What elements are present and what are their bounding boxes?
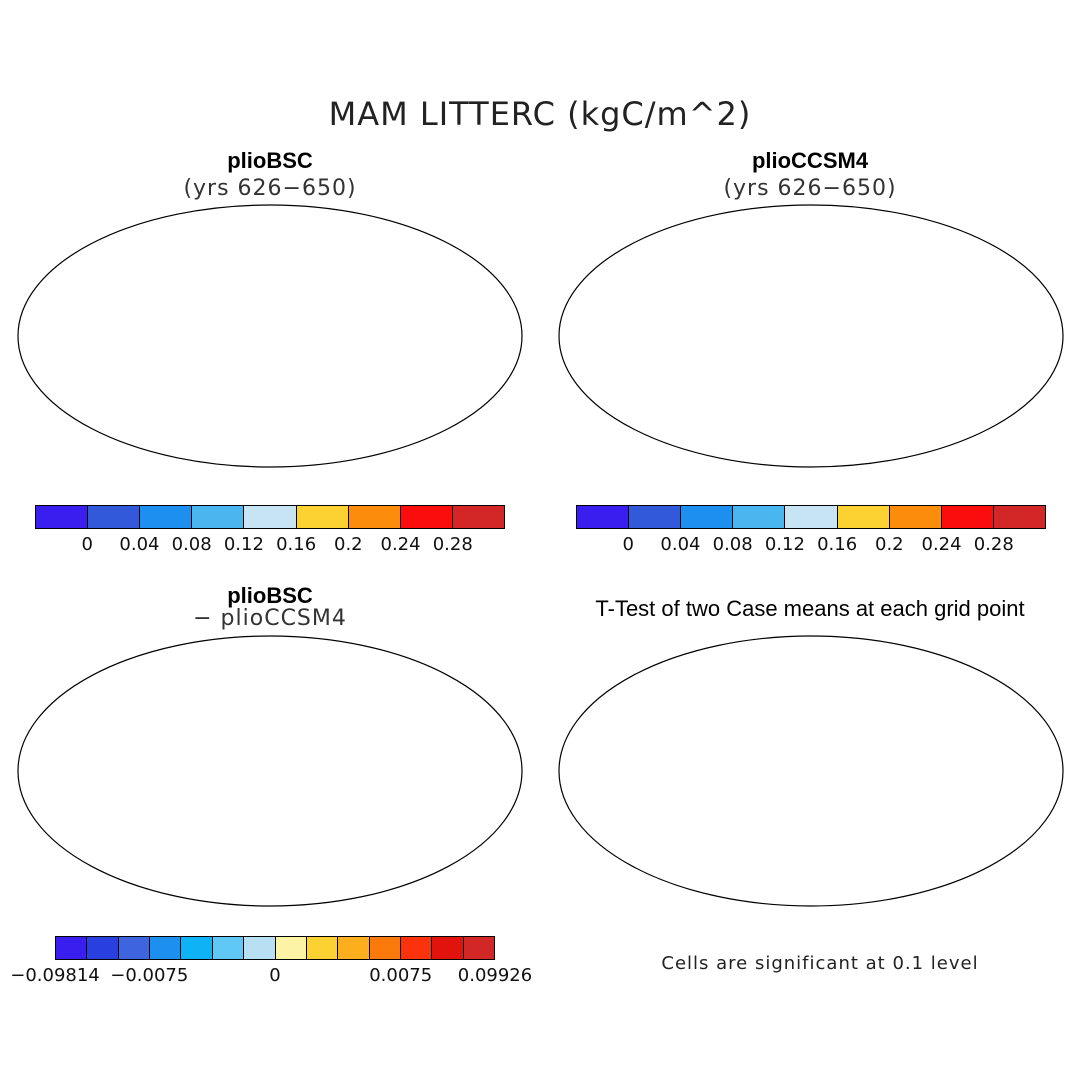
colorbar-diff-ticks: −0.09814 −0.0075 0 0.0075 0.09926	[10, 965, 532, 987]
significance-note: Cells are significant at 0.1 level	[661, 953, 979, 974]
panel-tl-title: plioBSC	[227, 148, 313, 173]
colorbar-swatch	[275, 937, 307, 959]
colorbar-swatch	[681, 506, 734, 528]
colorbar-swatch	[837, 506, 890, 528]
colorbar-swatch	[889, 506, 942, 528]
panel-tr-subtitle: (yrs 626−650)	[723, 176, 897, 201]
colorbar-tick-label: 0.09926	[457, 965, 533, 986]
colorbar-swatch	[140, 506, 193, 528]
colorbar-tick-label: 0.04	[660, 534, 701, 555]
colorbar-swatch	[181, 937, 213, 959]
colorbar-tick-label: 0.12	[223, 534, 264, 555]
figure-title: MAM LITTERC (kgC/m^2)	[328, 95, 752, 133]
colorbar-swatch	[244, 937, 276, 959]
colorbar-tick-label: 0.16	[276, 534, 317, 555]
colorbar-swatch	[296, 506, 349, 528]
colorbar-swatch	[36, 506, 89, 528]
colorbar-tick-label: 0.08	[171, 534, 212, 555]
colorbar-tick-label: 0.28	[432, 534, 473, 555]
colorbar-tick-label: 0.2	[875, 534, 904, 555]
colorbar-tr	[576, 505, 1046, 529]
colorbar-swatch	[369, 937, 401, 959]
colorbar-swatch	[306, 937, 339, 959]
colorbar-tick-label: 0.16	[817, 534, 858, 555]
map-outline-br	[558, 635, 1064, 907]
colorbar-tick-label: −0.0075	[110, 965, 189, 986]
colorbar-swatch	[192, 506, 245, 528]
colorbar-diff	[55, 936, 495, 960]
colorbar-swatch	[733, 506, 786, 528]
significant-cells	[631, 530, 993, 706]
colorbar-swatch	[785, 506, 838, 528]
map-outline-tl	[17, 204, 523, 468]
colorbar-swatch	[452, 506, 504, 528]
colorbar-swatch	[88, 506, 141, 528]
colorbar-swatch	[941, 506, 994, 528]
colorbar-swatch	[212, 937, 245, 959]
colorbar-tick-label: 0.12	[764, 534, 805, 555]
colorbar-tick-label: 0.24	[380, 534, 421, 555]
colorbar-tick-label: 0	[269, 965, 281, 986]
colorbar-tick-label: −0.09814	[10, 965, 100, 986]
colorbar-tick-label: 0.04	[119, 534, 160, 555]
panel-tr-title: plioCCSM4	[751, 148, 869, 173]
colorbar-tr-ticks: 0 0.04 0.08 0.12 0.16 0.2 0.24 0.28	[576, 534, 1046, 556]
colorbar-swatch	[400, 937, 433, 959]
colorbar-tick-label: 0	[622, 534, 634, 555]
colorbar-swatch	[577, 506, 630, 528]
colorbar-swatch	[338, 937, 370, 959]
colorbar-tick-label: 0.24	[921, 534, 962, 555]
colorbar-swatch	[56, 937, 88, 959]
colorbar-tl-ticks: 0 0.04 0.08 0.12 0.16 0.2 0.24 0.28	[35, 534, 505, 556]
continents-bsc	[60, 65, 475, 337]
colorbar-tick-label: 0	[81, 534, 93, 555]
continents-ccsm4	[601, 65, 1016, 337]
colorbar-swatch	[118, 937, 151, 959]
colorbar-swatch	[150, 937, 182, 959]
panel-br-title: T-Test of two Case means at each grid po…	[595, 596, 1025, 621]
panel-bl-subtitle: − plioCCSM4	[193, 606, 347, 631]
colorbar-tick-label: 0.08	[712, 534, 753, 555]
colorbar-tick-label: 0.0075	[369, 965, 433, 986]
map-outline-bl	[17, 635, 523, 907]
colorbar-swatch	[348, 506, 401, 528]
colorbar-tick-label: 0.2	[334, 534, 363, 555]
colorbar-swatch	[432, 937, 464, 959]
colorbar-swatch	[993, 506, 1045, 528]
colorbar-swatch	[87, 937, 119, 959]
colorbar-swatch	[629, 506, 682, 528]
panel-tl-subtitle: (yrs 626−650)	[183, 176, 357, 201]
colorbar-swatch	[400, 506, 453, 528]
colorbar-swatch	[244, 506, 297, 528]
colorbar-swatch	[463, 937, 495, 959]
colorbar-tl	[35, 505, 505, 529]
colorbar-tick-label: 0.28	[973, 534, 1014, 555]
panel-bl-title: plioBSC	[227, 583, 313, 608]
map-outline-tr	[558, 204, 1064, 468]
